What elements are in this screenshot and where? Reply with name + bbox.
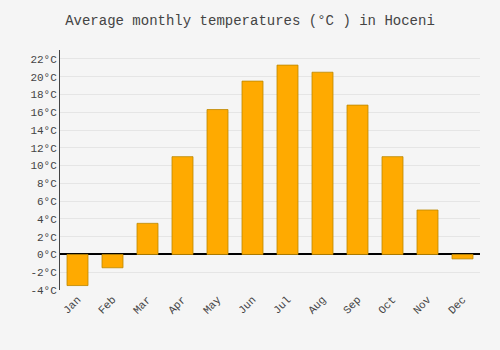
- svg-text:Feb: Feb: [96, 294, 118, 316]
- svg-text:Nov: Nov: [411, 294, 434, 317]
- svg-text:4°C: 4°C: [37, 214, 57, 226]
- svg-text:6°C: 6°C: [37, 196, 57, 208]
- svg-text:Sep: Sep: [341, 294, 363, 316]
- svg-text:Jul: Jul: [271, 294, 293, 316]
- svg-text:Jan: Jan: [61, 294, 83, 316]
- svg-text:Aug: Aug: [306, 294, 328, 316]
- svg-text:Mar: Mar: [131, 294, 153, 316]
- svg-text:Oct: Oct: [376, 294, 398, 316]
- svg-text:18°C: 18°C: [30, 89, 57, 101]
- svg-text:-4°C: -4°C: [30, 285, 57, 297]
- svg-text:22°C: 22°C: [30, 54, 57, 66]
- svg-text:-2°C: -2°C: [30, 267, 57, 279]
- svg-text:16°C: 16°C: [30, 107, 57, 119]
- svg-text:May: May: [201, 294, 224, 317]
- svg-text:Apr: Apr: [166, 294, 188, 316]
- svg-text:20°C: 20°C: [30, 72, 57, 84]
- svg-text:10°C: 10°C: [30, 160, 57, 172]
- svg-text:Jun: Jun: [236, 294, 258, 316]
- svg-text:0°C: 0°C: [37, 249, 57, 261]
- svg-text:Dec: Dec: [446, 294, 468, 316]
- svg-text:2°C: 2°C: [37, 232, 57, 244]
- svg-text:14°C: 14°C: [30, 125, 57, 137]
- svg-text:Average monthly temperatures (: Average monthly temperatures (°C ) in Ho…: [65, 13, 435, 29]
- svg-text:12°C: 12°C: [30, 143, 57, 155]
- svg-text:8°C: 8°C: [37, 178, 57, 190]
